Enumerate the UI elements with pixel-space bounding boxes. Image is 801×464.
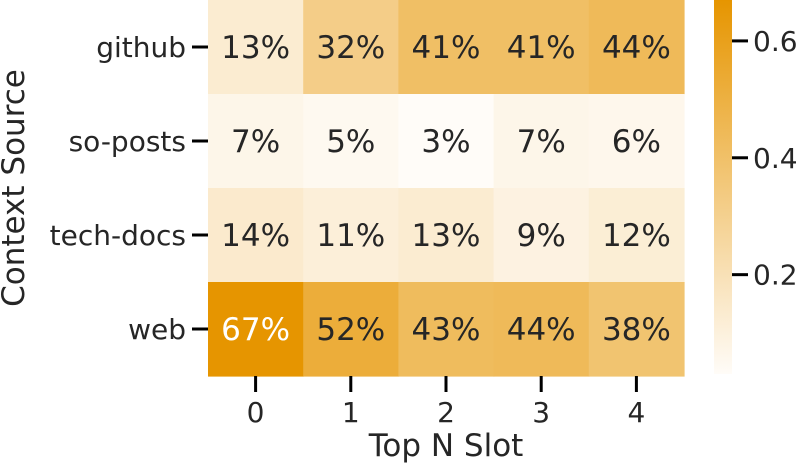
heatmap-cell [588, 188, 685, 283]
x-tick-label: 3 [532, 396, 550, 429]
heatmap-cell [493, 188, 590, 283]
heatmap-cell [588, 282, 685, 377]
x-axis-label: Top N Slot [368, 428, 524, 464]
heatmap-cell [398, 282, 495, 377]
cell-annotation: 6% [612, 124, 661, 160]
cell-annotation: 41% [412, 30, 481, 66]
heatmap-cell [208, 94, 304, 189]
cell-annotation: 41% [507, 30, 576, 66]
y-axis: github so-posts tech-docs web [50, 31, 208, 346]
colorbar: 0.2 0.4 0.6 [714, 0, 798, 374]
cell-annotation: 32% [316, 30, 385, 66]
cell-annotation: 7% [231, 124, 280, 160]
colorbar-tick-label: 0.4 [753, 142, 798, 175]
heatmap-cell [493, 94, 590, 189]
y-tick-label: tech-docs [50, 219, 186, 252]
heatmap-cell [303, 94, 399, 189]
cell-annotation: 7% [517, 124, 566, 160]
cell-annotation: 5% [326, 124, 375, 160]
heatmap-cell [398, 94, 495, 189]
heatmap-cell [493, 282, 590, 377]
colorbar-tick-label: 0.6 [753, 25, 798, 58]
cell-annotation: 9% [517, 218, 566, 254]
cell-labels: 13% 32% 41% 41% 44% 7% 5% 3% 7% 6% 14% 11% 13% 9% 12% 6… [221, 30, 671, 348]
heatmap-cell [493, 0, 590, 95]
heatmap-cell [588, 94, 685, 189]
heatmap-cells [208, 0, 685, 377]
y-axis-label: Context Source [0, 69, 32, 307]
x-tick-label: 0 [247, 396, 265, 429]
heatmap-cell [208, 282, 304, 377]
y-tick-label: so-posts [69, 125, 186, 158]
heatmap-cell [303, 0, 399, 95]
heatmap-cell [303, 282, 399, 377]
cell-annotation: 43% [412, 312, 481, 348]
heatmap-cell [398, 188, 495, 283]
cell-annotation: 44% [602, 30, 671, 66]
heatmap-cell [398, 0, 495, 95]
x-tick-label: 1 [342, 396, 360, 429]
cell-annotation: 11% [316, 218, 385, 254]
cell-annotation: 14% [221, 218, 290, 254]
y-tick-label: web [128, 313, 186, 346]
cell-annotation: 52% [316, 312, 385, 348]
x-tick-label: 4 [627, 396, 645, 429]
cell-annotation: 38% [602, 312, 671, 348]
heatmap-cell [208, 0, 304, 95]
colorbar-gradient [714, 0, 732, 374]
cell-annotation: 13% [412, 218, 481, 254]
heatmap-cell [303, 188, 399, 283]
cell-annotation: 3% [421, 124, 470, 160]
cell-annotation: 13% [221, 30, 290, 66]
heatmap-cell [208, 188, 304, 283]
y-tick-label: github [96, 31, 186, 64]
x-tick-label: 2 [437, 396, 455, 429]
colorbar-tick-label: 0.2 [753, 259, 798, 292]
cell-annotation: 67% [221, 312, 290, 348]
cell-annotation: 44% [507, 312, 576, 348]
heatmap-cell [588, 0, 685, 95]
x-axis: 0 1 2 3 4 [247, 376, 645, 429]
cell-annotation: 12% [602, 218, 671, 254]
